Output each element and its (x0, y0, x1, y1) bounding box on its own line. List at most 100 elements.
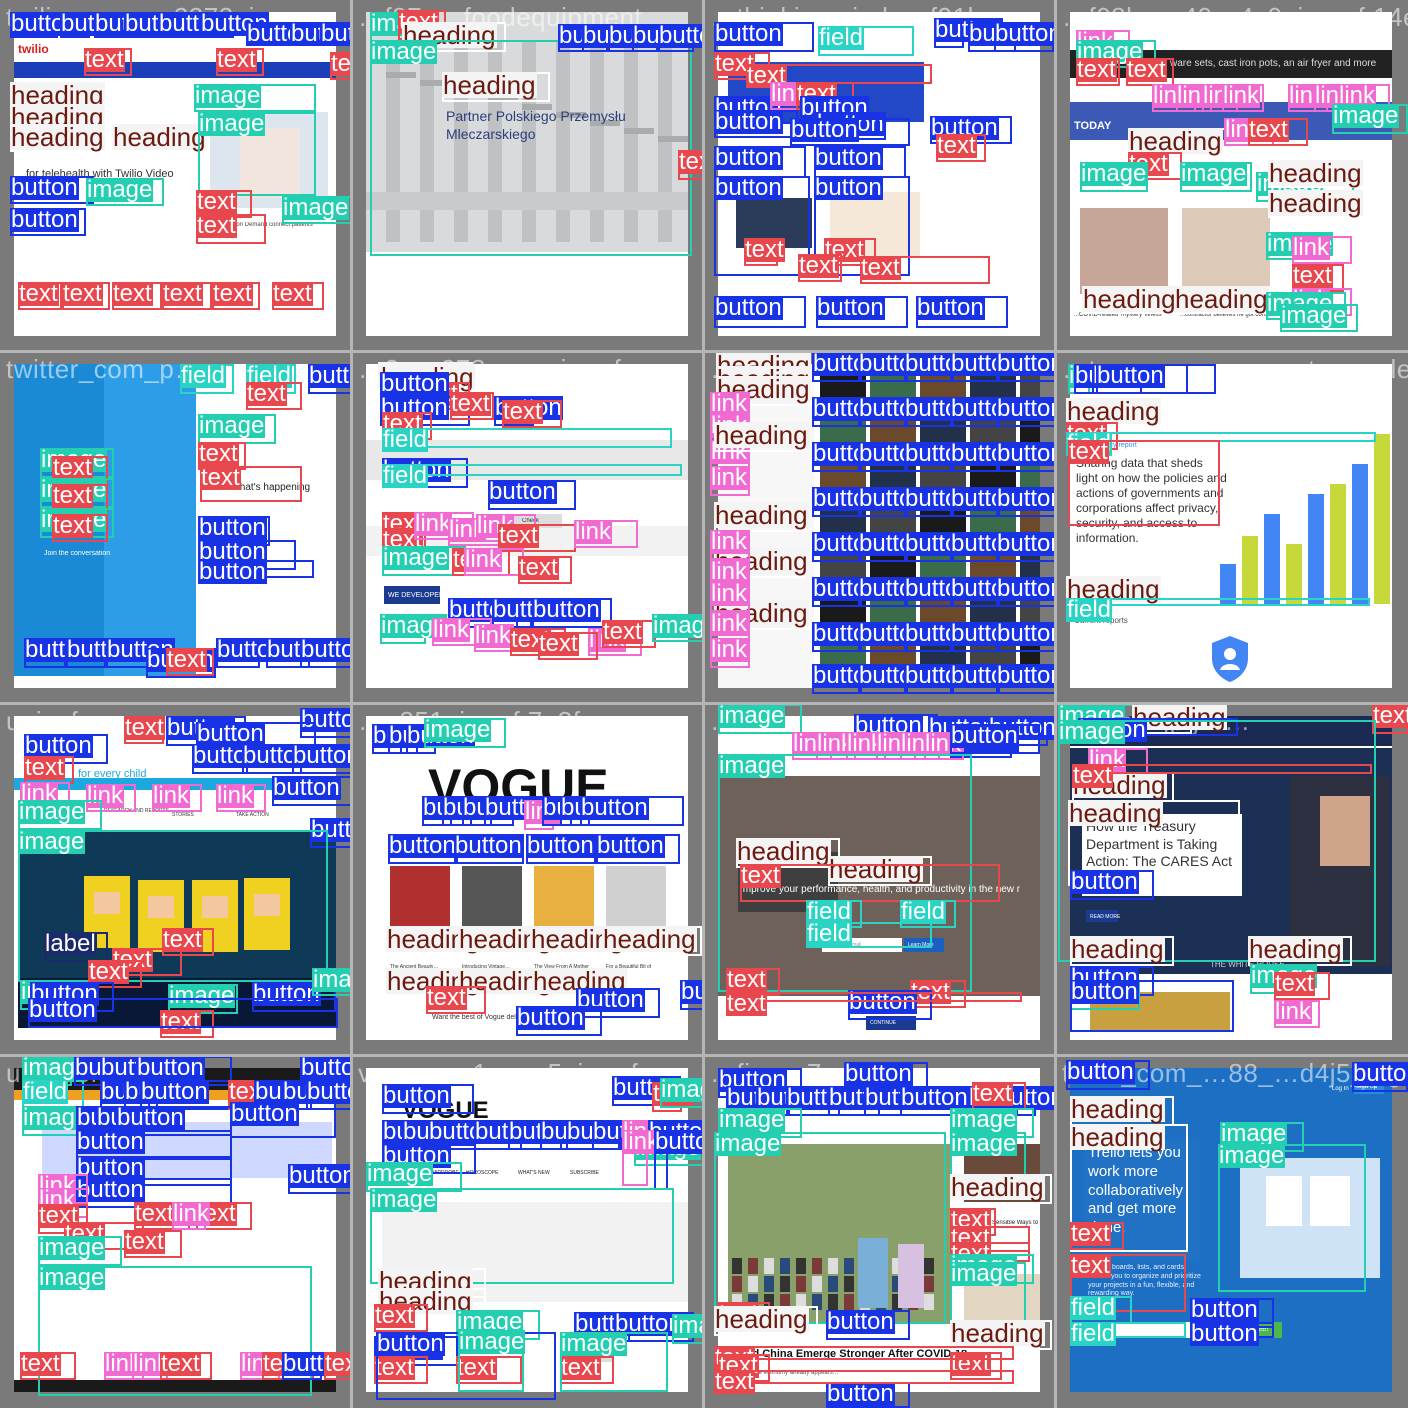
page-block (898, 1244, 924, 1308)
label-field: field (1070, 1320, 1117, 1347)
label-image: image (458, 1328, 526, 1355)
page-block (590, 120, 620, 126)
label-heading: heading (950, 1172, 1045, 1202)
page-text: for every child (78, 768, 147, 780)
page-block (1086, 910, 1118, 922)
label-button: button (790, 116, 859, 143)
label-text: text (24, 754, 65, 781)
label-text: text (52, 454, 93, 481)
label-link: link (464, 546, 503, 573)
label-link: link (574, 518, 613, 545)
tile-5: WE DEVELOPERSCheck…2_…278_png_jpg.rfhead… (352, 352, 704, 704)
label-text: text (744, 236, 785, 263)
label-image: image (950, 1260, 1018, 1287)
tile-filename: …f08b_…40…4c0_jpg_rf.14e8 (1062, 2, 1408, 32)
label-heading: heading (1248, 934, 1343, 964)
label-text: text (1068, 438, 1109, 465)
label-text: text (52, 512, 93, 539)
label-text: text (212, 280, 253, 307)
label-heading: heading (1068, 798, 1163, 828)
page-block (420, 80, 450, 86)
label-image: image (718, 704, 786, 729)
label-button: button (714, 174, 783, 201)
page-block (1352, 464, 1368, 604)
label-button: button (28, 996, 97, 1023)
label-heading: heading (1268, 158, 1363, 188)
page-block (366, 192, 688, 210)
page-block (732, 1258, 742, 1274)
label-button: button (580, 794, 649, 821)
label-text: text (740, 862, 781, 889)
page-block (1220, 564, 1236, 604)
label-image: image (168, 982, 236, 1009)
bbox-text (726, 992, 1022, 1002)
label-text: text (456, 1354, 497, 1381)
page-block (892, 1294, 902, 1310)
page-text: WE DEVELOPERS (388, 592, 449, 599)
page-block (780, 1276, 790, 1292)
label-button: button (272, 774, 341, 801)
label-field: field (806, 898, 853, 925)
page-block (844, 1294, 854, 1310)
label-image: image (718, 752, 786, 779)
label-field: field (806, 920, 853, 947)
label-button: button (996, 397, 1056, 421)
label-text: text (216, 46, 257, 73)
page-block (202, 896, 228, 918)
page-text: There Are Sensible Ways to Reopen. Then … (964, 1220, 1040, 1226)
page-text: Improve your performance, health, and pr… (740, 884, 1020, 895)
page-block (1310, 1176, 1350, 1226)
page-text: WHAT'S NEW (518, 1170, 550, 1176)
label-image: image (652, 614, 704, 638)
page-text: Partner Polskiego Przemysłu Mleczarskieg… (446, 108, 626, 142)
page-block (94, 892, 120, 914)
label-button: button (526, 832, 595, 859)
page-block (780, 1258, 790, 1274)
label-button: button (658, 24, 704, 48)
label-heading: heading (736, 836, 831, 866)
label-button: button (288, 1164, 352, 1188)
label-label: label (44, 930, 97, 957)
label-button: button (826, 1380, 895, 1407)
page-text: Could China Emerge Stronger After COVID-… (728, 1348, 968, 1360)
bbox-image (1218, 1144, 1366, 1292)
tile-3: ware sets, cast iron pots, an air fryer … (1056, 0, 1408, 352)
label-image: image (1180, 160, 1248, 187)
label-text: text (824, 236, 865, 263)
label-button: button (814, 174, 883, 201)
tile-6: …buttonbuttonbuttonbuttonbuttonbuttonbut… (704, 352, 1056, 704)
label-image: image (672, 1314, 704, 1338)
label-image: image (198, 110, 266, 137)
page-text: STORIES (172, 812, 194, 818)
label-text: text (936, 132, 977, 159)
label-heading: heading (442, 70, 537, 100)
label-image: image (382, 544, 450, 571)
label-button: button (488, 478, 557, 505)
label-button: button (900, 1084, 969, 1111)
label-button: button (996, 442, 1056, 466)
label-button: button (116, 1104, 185, 1131)
label-button: button (714, 108, 783, 135)
label-link: link (216, 782, 255, 809)
tile-15: Trello lets you work more collaborativel… (1056, 1056, 1408, 1408)
page-block (924, 1276, 934, 1292)
label-image: image (1080, 160, 1148, 187)
page-block (780, 1294, 790, 1310)
label-text: text (1072, 762, 1113, 789)
label-button: button (10, 206, 79, 233)
label-button: button (994, 22, 1056, 46)
label-button: button (996, 532, 1056, 556)
label-text: text (1076, 56, 1117, 83)
page-text: Trello's boards, lists, and cards enable… (1088, 1264, 1201, 1298)
label-button: button (76, 1128, 145, 1155)
label-image: image (718, 1106, 786, 1133)
label-text: text (196, 188, 237, 215)
page-block (812, 1258, 822, 1274)
page-text: See what's happening in the world right … (212, 482, 312, 493)
page-block (764, 1276, 774, 1292)
label-button: button (198, 558, 267, 585)
page-block (1308, 494, 1324, 604)
label-button: button (24, 732, 93, 759)
label-heading: heading (1174, 284, 1269, 314)
